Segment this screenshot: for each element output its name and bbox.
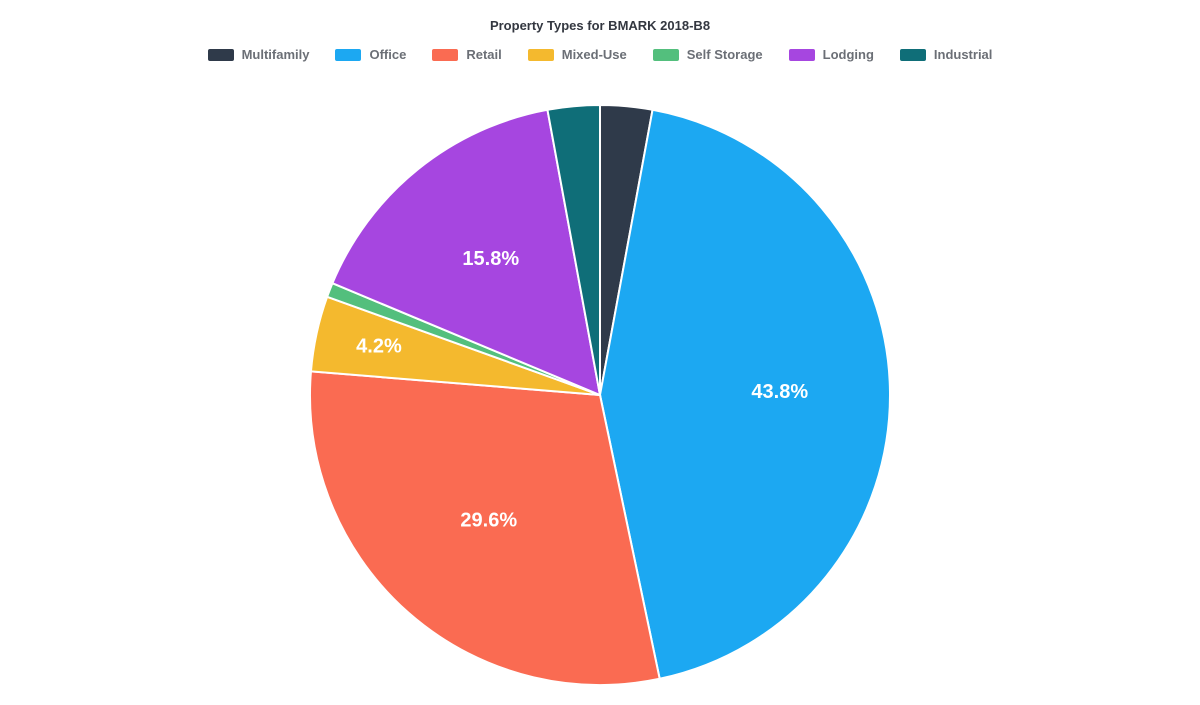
chart-title: Property Types for BMARK 2018-B8 — [0, 0, 1200, 33]
legend-swatch — [335, 49, 361, 61]
slice-label: 43.8% — [751, 381, 808, 403]
legend-item[interactable]: Lodging — [789, 47, 874, 62]
legend-label: Lodging — [823, 47, 874, 62]
legend-item[interactable]: Retail — [432, 47, 501, 62]
legend-swatch — [208, 49, 234, 61]
slice-label: 29.6% — [460, 509, 517, 531]
legend: Multifamily Office Retail Mixed-Use Self Sto… — [0, 47, 1200, 62]
legend-label: Multifamily — [242, 47, 310, 62]
legend-label: Mixed-Use — [562, 47, 627, 62]
slice-label: 15.8% — [462, 248, 519, 270]
legend-label: Industrial — [934, 47, 993, 62]
legend-item[interactable]: Office — [335, 47, 406, 62]
legend-label: Self Storage — [687, 47, 763, 62]
legend-swatch — [653, 49, 679, 61]
legend-item[interactable]: Self Storage — [653, 47, 763, 62]
pie-chart: 43.8% 29.6% 4.2% 15.8% — [0, 90, 1200, 700]
legend-item[interactable]: Multifamily — [208, 47, 310, 62]
legend-swatch — [528, 49, 554, 61]
legend-label: Office — [369, 47, 406, 62]
legend-item[interactable]: Industrial — [900, 47, 993, 62]
pie-slice[interactable] — [600, 110, 890, 679]
legend-label: Retail — [466, 47, 501, 62]
legend-swatch — [789, 49, 815, 61]
legend-swatch — [432, 49, 458, 61]
slice-label: 4.2% — [356, 335, 402, 357]
legend-swatch — [900, 49, 926, 61]
legend-item[interactable]: Mixed-Use — [528, 47, 627, 62]
